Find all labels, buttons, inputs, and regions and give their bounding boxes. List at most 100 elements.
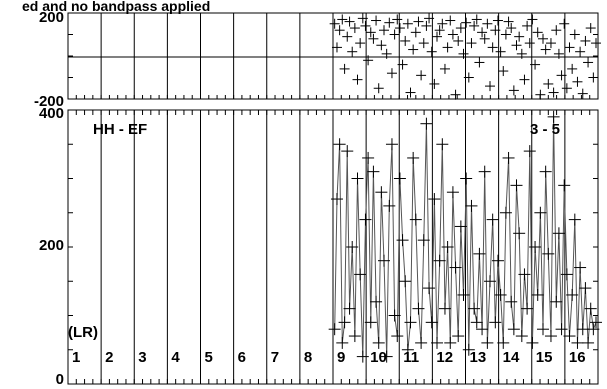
phase-point bbox=[543, 78, 554, 89]
phase-point bbox=[503, 16, 514, 27]
phase-point bbox=[495, 46, 506, 57]
amplitude-point bbox=[380, 350, 393, 363]
phase-point bbox=[445, 15, 456, 26]
phase-point bbox=[453, 35, 464, 46]
amplitude-point bbox=[563, 330, 576, 343]
amplitude-point bbox=[351, 172, 364, 185]
phase-point bbox=[477, 27, 488, 38]
phase-point bbox=[469, 20, 480, 31]
amplitude-point bbox=[412, 302, 425, 315]
amplitude-point bbox=[407, 151, 420, 164]
amplitude-point bbox=[566, 288, 579, 301]
amplitude-point bbox=[370, 295, 383, 308]
phase-point bbox=[397, 59, 408, 70]
phase-point bbox=[561, 83, 572, 94]
amplitude-point bbox=[473, 247, 486, 260]
x-tick-label: 16 bbox=[569, 349, 586, 366]
phase-point bbox=[424, 13, 435, 24]
amplitude-point bbox=[582, 336, 595, 349]
amplitude-point bbox=[372, 336, 385, 349]
amplitude-point bbox=[428, 193, 441, 206]
amplitude-point bbox=[444, 336, 457, 349]
phase-point bbox=[357, 13, 368, 24]
phase-point bbox=[405, 87, 416, 98]
amplitude-point bbox=[542, 247, 555, 260]
amplitude-point bbox=[568, 213, 581, 226]
phase-point bbox=[519, 74, 530, 85]
phase-point bbox=[479, 33, 490, 44]
amplitude-point bbox=[576, 323, 589, 336]
phase-point bbox=[577, 88, 588, 99]
phase-point bbox=[527, 14, 538, 25]
amplitude-point bbox=[494, 288, 507, 301]
amplitude-point bbox=[587, 323, 600, 336]
amplitude-point bbox=[579, 282, 592, 295]
amplitude-point bbox=[346, 241, 359, 253]
amplitude-point bbox=[510, 179, 523, 192]
amplitude-point bbox=[465, 199, 478, 212]
phase-point bbox=[567, 63, 578, 74]
amplitude-point bbox=[359, 213, 372, 226]
phase-point bbox=[490, 25, 501, 36]
amplitude-point bbox=[560, 268, 573, 281]
amplitude-point bbox=[574, 261, 587, 274]
phase-point bbox=[416, 70, 427, 81]
amplitude-point bbox=[478, 165, 491, 178]
amplitude-point bbox=[539, 165, 552, 178]
amplitude-point bbox=[348, 330, 361, 343]
amplitude-point bbox=[547, 110, 560, 123]
amplitude-point bbox=[388, 309, 401, 322]
amplitude-point bbox=[531, 288, 544, 301]
amplitude-point bbox=[433, 254, 446, 267]
amplitude-ytick-label: 0 bbox=[56, 371, 64, 388]
phase-panel: 200 -200 bbox=[34, 9, 602, 110]
amplitude-point bbox=[499, 206, 512, 219]
x-tick-label: 1 bbox=[72, 349, 80, 366]
phase-point bbox=[514, 31, 525, 42]
amplitude-point bbox=[454, 220, 467, 233]
x-tick-label: 10 bbox=[370, 349, 387, 366]
phase-point bbox=[392, 14, 403, 25]
amplitude-point bbox=[385, 138, 398, 151]
amplitude-panel: 400 200 0 HH - EF 3 - 5 (LR) 1 2 3 4 5 6 7 8 9 10… bbox=[39, 105, 603, 388]
phase-point bbox=[447, 29, 458, 40]
phase-point bbox=[458, 48, 469, 59]
phase-point bbox=[474, 57, 485, 68]
amplitude-point bbox=[523, 145, 536, 158]
phase-point bbox=[337, 14, 348, 25]
phase-point bbox=[376, 40, 387, 51]
phase-point bbox=[540, 44, 551, 55]
amplitude-point bbox=[534, 206, 547, 219]
x-tick-label: 9 bbox=[337, 349, 345, 366]
phase-point bbox=[545, 38, 556, 49]
phase-point bbox=[569, 29, 580, 40]
phase-point bbox=[471, 14, 482, 25]
phase-point bbox=[413, 16, 424, 27]
phase-ytick-label: -200 bbox=[34, 93, 64, 110]
phase-point bbox=[439, 63, 450, 74]
amplitude-point bbox=[544, 330, 557, 343]
phase-point bbox=[355, 38, 366, 49]
phase-point bbox=[455, 23, 466, 34]
amplitude-point bbox=[558, 179, 571, 192]
phase-point bbox=[535, 89, 546, 100]
phase-point bbox=[588, 72, 599, 83]
phase-point bbox=[429, 78, 440, 89]
amplitude-point bbox=[476, 323, 489, 336]
phase-point bbox=[572, 76, 583, 87]
amplitude-point bbox=[526, 336, 539, 349]
phase-point bbox=[559, 18, 570, 29]
amplitude-point bbox=[343, 302, 356, 315]
x-tick-label: 5 bbox=[205, 349, 213, 366]
amplitude-point bbox=[341, 145, 354, 158]
amplitude-point bbox=[396, 234, 409, 247]
polarization-label: (LR) bbox=[68, 324, 98, 341]
phase-point bbox=[394, 23, 405, 34]
x-tick-label: 14 bbox=[503, 349, 520, 366]
amplitude-point bbox=[364, 316, 377, 329]
phase-point bbox=[492, 15, 503, 26]
phase-point bbox=[532, 27, 543, 38]
amplitude-point bbox=[328, 323, 341, 336]
phase-point bbox=[530, 59, 541, 70]
